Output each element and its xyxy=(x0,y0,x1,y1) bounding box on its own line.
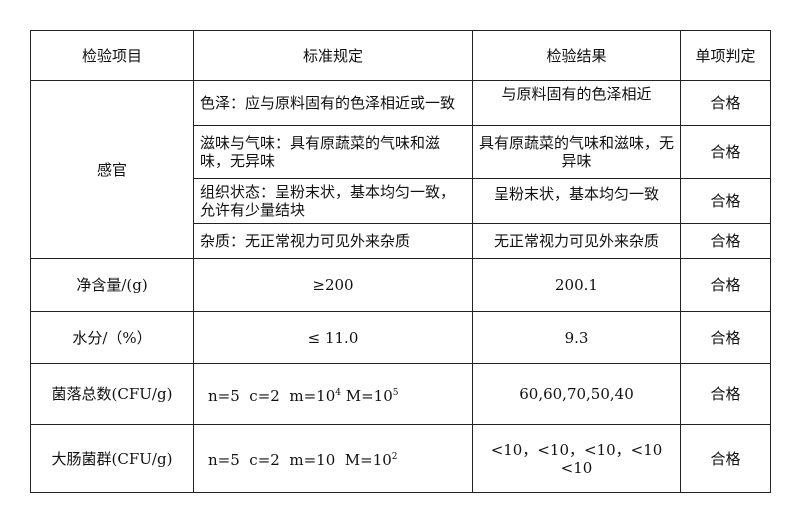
result-cell: 与原料固有的色泽相近 xyxy=(472,80,681,126)
header-item: 检验项目 xyxy=(30,30,194,81)
std-exponent: 5 xyxy=(392,387,399,398)
table-row: 组织状态：呈粉末状，基本均匀一致，允许有少量结块 呈粉末状，基本均匀一致 合格 xyxy=(31,178,771,224)
result-cell: <10，<10，<10，<10 <10 xyxy=(472,424,681,493)
header-row: 检验项目 标准规定 检验结果 单项判定 xyxy=(30,30,771,81)
table-row: 感官 色泽：应与原料固有的色泽相近或一致 与原料固有的色泽相近 合格 xyxy=(30,80,771,259)
verdict-cell: 合格 xyxy=(680,424,771,493)
verdict-cell: 合格 xyxy=(680,311,771,364)
header-standard: 标准规定 xyxy=(193,30,473,81)
std-text: n=5 c=2 m=10 xyxy=(208,386,336,405)
header-verdict: 单项判定 xyxy=(680,30,771,81)
std-exponent: 2 xyxy=(391,452,398,462)
standard-cell: 组织状态：呈粉末状，基本均匀一致，允许有少量结块 xyxy=(193,178,473,224)
standard-cell: ≤ 11.0 xyxy=(193,311,473,364)
std-exponent: 4 xyxy=(335,387,341,398)
verdict-cell: 合格 xyxy=(680,363,771,425)
net-item: 净含量/(g) xyxy=(30,258,194,312)
result-cell: 呈粉末状，基本均匀一致 xyxy=(472,178,681,224)
sensory-item: 感官 xyxy=(30,80,194,259)
standard-cell: 杂质：无正常视力可见外来杂质 xyxy=(193,223,473,259)
table-row: 大肠菌群(CFU/g) n=5 c=2 m=10 M=102 <10，<10，<… xyxy=(30,424,771,493)
coliform-item: 大肠菌群(CFU/g) xyxy=(30,424,194,493)
table-row: 净含量/(g) ≥200 200.1 合格 xyxy=(30,258,771,312)
verdict-cell: 合格 xyxy=(680,178,771,224)
result-cell: 具有原蔬菜的气味和滋味，无异味 xyxy=(472,125,681,179)
verdict-cell: 合格 xyxy=(680,80,771,126)
verdict-cell: 合格 xyxy=(680,223,771,259)
table-row: 菌落总数(CFU/g) n=5 c=2 m=104 M=105 60,60,70… xyxy=(30,363,771,425)
result-cell: 无正常视力可见外来杂质 xyxy=(472,223,681,259)
standard-cell: n=5 c=2 m=10 M=102 xyxy=(193,424,473,493)
verdict-cell: 合格 xyxy=(680,258,771,312)
standard-cell: n=5 c=2 m=104 M=105 xyxy=(193,363,473,425)
table-row: 滋味与气味：具有原蔬菜的气味和滋味，无异味 具有原蔬菜的气味和滋味，无异味 合格 xyxy=(31,125,771,179)
std-text: n=5 c=2 m=10 M=10 xyxy=(208,451,392,469)
standard-cell: 色泽：应与原料固有的色泽相近或一致 xyxy=(193,80,473,126)
inspection-table: 检验项目 标准规定 检验结果 单项判定 感官 色泽：应与原料固有的色泽相近或一致… xyxy=(30,30,771,493)
table-row: 杂质：无正常视力可见外来杂质 无正常视力可见外来杂质 合格 xyxy=(31,223,771,259)
standard-cell: ≥200 xyxy=(193,258,473,312)
standard-cell: 滋味与气味：具有原蔬菜的气味和滋味，无异味 xyxy=(193,125,473,179)
result-cell: 200.1 xyxy=(472,258,681,312)
verdict-cell: 合格 xyxy=(680,125,771,179)
header-result: 检验结果 xyxy=(472,30,681,81)
bacteria-item: 菌落总数(CFU/g) xyxy=(30,363,194,425)
std-text: M=10 xyxy=(340,386,393,405)
result-cell: 60,60,70,50,40 xyxy=(472,363,681,425)
water-item: 水分/（%） xyxy=(30,311,194,364)
table-row: 水分/（%） ≤ 11.0 9.3 合格 xyxy=(30,311,771,364)
result-cell: 9.3 xyxy=(472,311,681,364)
